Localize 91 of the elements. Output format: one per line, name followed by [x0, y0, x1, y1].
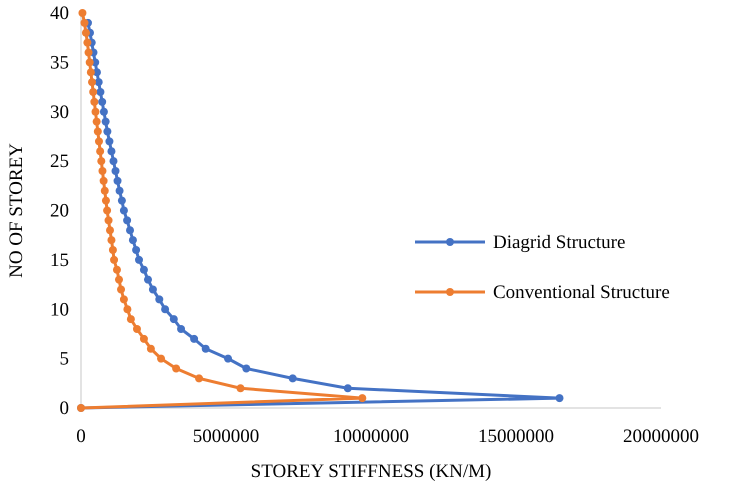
point [202, 344, 210, 353]
point [344, 384, 352, 392]
point [109, 157, 118, 166]
x-tick-label: 5000000 [192, 426, 260, 447]
y-tick-label: 0 [60, 398, 69, 419]
point [103, 128, 112, 136]
point [114, 176, 122, 185]
point [556, 394, 564, 402]
point [236, 384, 244, 392]
point [126, 315, 135, 324]
point [102, 196, 110, 205]
point [242, 364, 250, 372]
point [96, 88, 104, 96]
point [288, 374, 297, 382]
point [155, 295, 164, 304]
y-tick-label: 25 [50, 151, 69, 172]
point [190, 334, 198, 343]
point [358, 394, 366, 402]
point [80, 18, 88, 27]
point [116, 186, 124, 195]
point [84, 48, 93, 56]
point [114, 276, 123, 284]
x-tick-label: 10000000 [333, 426, 409, 447]
point [128, 236, 137, 244]
point [146, 344, 155, 353]
point [89, 88, 98, 96]
x-tick-label: 20000000 [623, 426, 699, 447]
point [170, 315, 178, 324]
point [161, 305, 170, 314]
y-tick-label: 5 [60, 348, 69, 370]
point [94, 137, 103, 146]
point [195, 374, 204, 382]
y-tick-label: 10 [50, 299, 69, 320]
point [90, 98, 98, 106]
point [144, 276, 152, 284]
point [172, 364, 180, 372]
legend-label: Diagrid Structure [493, 232, 626, 253]
point [123, 216, 132, 224]
point [92, 108, 100, 116]
point [140, 266, 148, 274]
point [78, 9, 86, 17]
point [94, 78, 103, 86]
point [96, 147, 104, 156]
point [135, 256, 143, 264]
point [108, 246, 117, 254]
point [104, 216, 113, 224]
point [107, 236, 116, 244]
point [100, 186, 109, 195]
y-tick-label: 20 [50, 200, 69, 222]
point [112, 266, 121, 274]
y-tick-label: 40 [50, 3, 69, 24]
point [100, 108, 108, 116]
point [120, 206, 128, 214]
point [83, 38, 92, 47]
point [177, 325, 186, 333]
point [98, 98, 106, 106]
y-tick-label: 15 [50, 250, 69, 271]
point [157, 354, 166, 363]
point [97, 157, 106, 166]
point [132, 325, 141, 333]
y-axis-title: NO OF STOREY [6, 142, 27, 278]
point [224, 354, 232, 363]
x-axis-title: STOREY STIFFNESS (KN/M) [250, 461, 492, 482]
point [117, 286, 126, 294]
point [106, 226, 114, 234]
x-tick-label: 15000000 [478, 426, 554, 447]
point [86, 58, 94, 66]
point [120, 295, 128, 304]
point [100, 176, 108, 185]
x-tick-label: 0 [76, 426, 86, 447]
point [92, 118, 101, 126]
point [148, 286, 157, 294]
point [102, 118, 110, 126]
point [105, 137, 114, 146]
point [118, 196, 126, 205]
point [123, 305, 132, 314]
point [132, 246, 140, 254]
legend-label: Conventional Structure [493, 282, 670, 303]
point [107, 147, 116, 156]
point [110, 256, 118, 264]
point [88, 78, 96, 86]
point [140, 334, 148, 343]
point [82, 28, 90, 37]
point [86, 68, 95, 76]
y-tick-label: 30 [50, 102, 69, 123]
point [112, 167, 120, 175]
point [98, 167, 106, 175]
point [94, 128, 102, 136]
point [103, 206, 112, 214]
point [126, 226, 134, 234]
y-tick-label: 35 [50, 52, 69, 74]
